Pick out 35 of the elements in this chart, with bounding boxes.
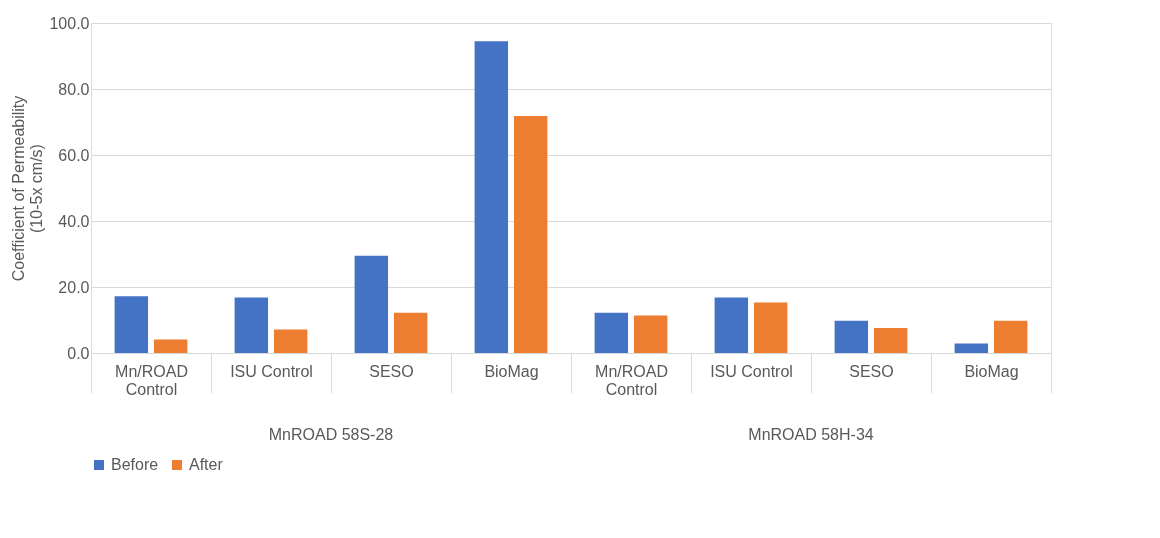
bar bbox=[594, 312, 629, 353]
bar bbox=[873, 327, 908, 353]
x-tick-label: ISU Control bbox=[230, 362, 313, 380]
y-axis-title: Coefficient of Permeability (10-5x cm/s) bbox=[10, 95, 46, 282]
x-tick-label: ISU Control bbox=[710, 362, 793, 380]
bar bbox=[753, 302, 788, 353]
x-tick-label: Mn/ROAD Control bbox=[115, 362, 188, 398]
y-tick-label: 100.0 bbox=[49, 14, 90, 32]
bar bbox=[354, 255, 389, 353]
y-tick-label: 0.0 bbox=[67, 344, 90, 362]
bar bbox=[153, 339, 188, 353]
bar bbox=[273, 329, 308, 353]
x-tick-label: BioMag bbox=[964, 362, 1019, 380]
y-tick-label: 60.0 bbox=[58, 146, 90, 164]
legend-label: Before bbox=[111, 456, 159, 473]
x-tick-label: Mn/ROAD Control bbox=[595, 362, 668, 398]
bar bbox=[954, 343, 989, 353]
text: MnROAD 58S-28 bbox=[268, 426, 394, 443]
x-tick-label: BioMag bbox=[484, 362, 539, 380]
bar bbox=[834, 320, 869, 353]
bar bbox=[633, 315, 668, 353]
text: MnROAD 58H-34 bbox=[748, 426, 874, 443]
bar bbox=[234, 297, 269, 353]
y-tick-label: 80.0 bbox=[58, 80, 90, 98]
x-tick-label: SESO bbox=[369, 362, 414, 380]
x-tick-label: SESO bbox=[849, 362, 894, 380]
bar bbox=[993, 320, 1028, 353]
bar bbox=[393, 312, 428, 353]
y-tick-label: 40.0 bbox=[58, 212, 90, 230]
y-tick-label: 20.0 bbox=[58, 278, 90, 296]
bar bbox=[474, 41, 509, 353]
bar bbox=[513, 116, 548, 353]
bar bbox=[714, 297, 749, 353]
legend-label: After bbox=[189, 456, 224, 473]
bar bbox=[114, 296, 149, 353]
